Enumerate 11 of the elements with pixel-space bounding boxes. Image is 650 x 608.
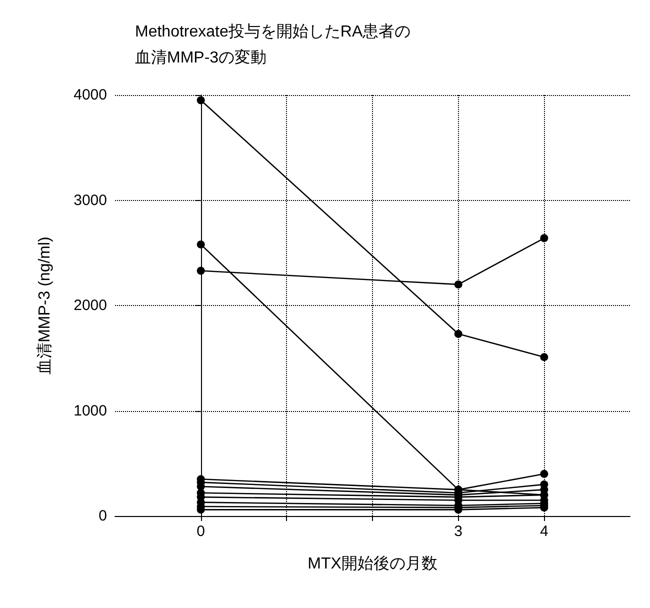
x-tick-label: 0 xyxy=(196,523,206,540)
y-tick-label: 4000 xyxy=(74,86,107,104)
y-axis-title: 血清MMP-3 (ng/ml) xyxy=(36,236,54,374)
y-tick-label: 1000 xyxy=(74,402,107,420)
x-tick-label: 3 xyxy=(454,523,463,540)
y-tick-label: 2000 xyxy=(74,297,107,314)
y-tick-label: 0 xyxy=(98,508,107,524)
y-tick-label: 3000 xyxy=(74,192,107,209)
x-axis-title: MTX開始後の月数 xyxy=(308,554,438,572)
x-tick-label: 4 xyxy=(540,523,548,540)
chart-title: Methotrexate投与を開始したRA患者の血清MMP-3の変動 xyxy=(135,22,411,66)
